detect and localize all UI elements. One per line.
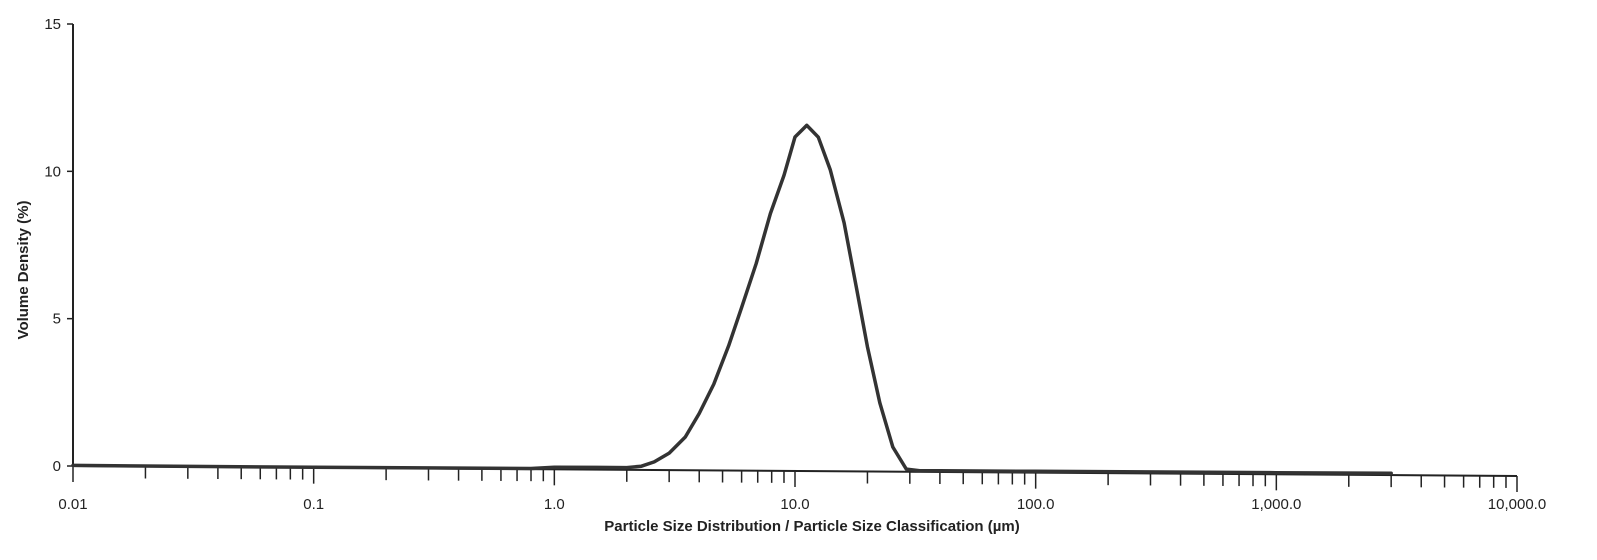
y-axis-title: Volume Density (%) bbox=[15, 201, 32, 340]
x-tick-label: 0.01 bbox=[58, 496, 87, 513]
y-tick-label: 15 bbox=[44, 16, 61, 33]
x-axis-title: Particle Size Distribution / Particle Si… bbox=[604, 518, 1019, 535]
x-tick-label: 100.0 bbox=[1017, 496, 1055, 513]
series-layer bbox=[71, 123, 1393, 476]
y-tick-label: 0 bbox=[53, 458, 61, 475]
x-tick-label: 10,000.0 bbox=[1488, 496, 1546, 513]
x-tick-label: 1.0 bbox=[544, 496, 565, 513]
x-tick-label: 0.1 bbox=[303, 496, 324, 513]
ticks-layer: 0 5 10 15 0.01 0.1 1.0 10.0 100.0 1,000.0 10,000.0 bbox=[44, 16, 1546, 513]
x-tick-label: 10.0 bbox=[780, 496, 809, 513]
axes-layer bbox=[72, 24, 1518, 477]
x-tick-label: 1,000.0 bbox=[1251, 496, 1301, 513]
y-tick-label: 10 bbox=[44, 163, 61, 180]
y-tick-label: 5 bbox=[53, 311, 61, 328]
data-series-line bbox=[71, 123, 1393, 476]
